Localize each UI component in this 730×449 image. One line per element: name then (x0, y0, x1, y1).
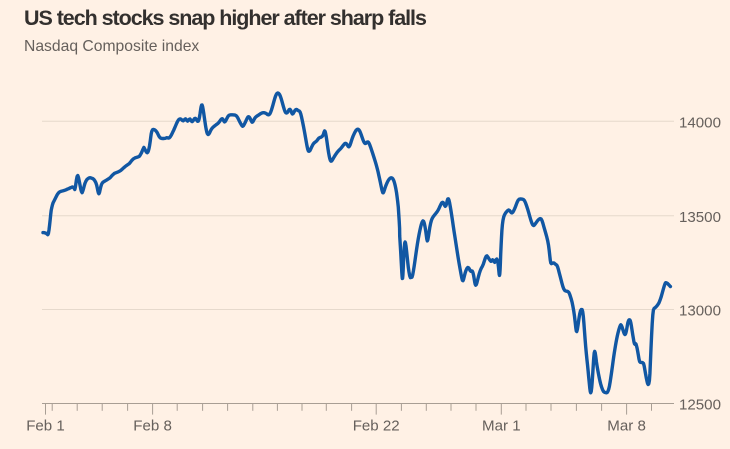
svg-text:Mar 8: Mar 8 (607, 417, 646, 434)
svg-text:13500: 13500 (679, 209, 721, 226)
svg-text:Feb 8: Feb 8 (133, 417, 172, 434)
svg-text:Mar 1: Mar 1 (482, 417, 521, 434)
svg-text:14000: 14000 (679, 114, 721, 131)
svg-text:Nasdaq Composite index: Nasdaq Composite index (24, 38, 199, 55)
svg-text:Feb 1: Feb 1 (26, 417, 65, 434)
svg-text:US tech stocks snap higher aft: US tech stocks snap higher after sharp f… (24, 6, 427, 30)
svg-text:13000: 13000 (679, 303, 721, 320)
svg-text:12500: 12500 (679, 397, 721, 414)
svg-text:Feb 22: Feb 22 (353, 417, 400, 434)
